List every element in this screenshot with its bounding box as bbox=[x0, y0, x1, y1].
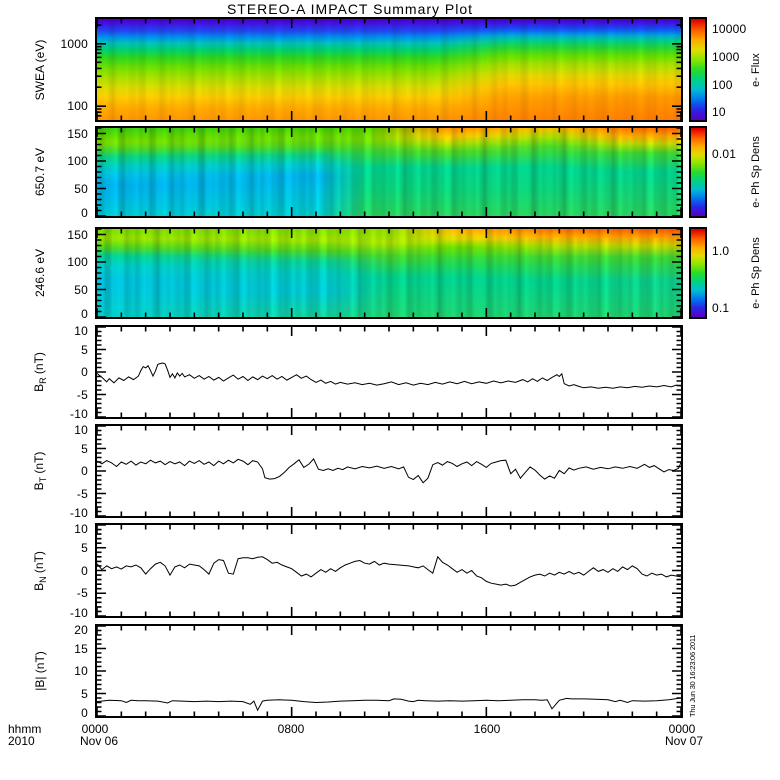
bt-y-tick-label: 5 bbox=[81, 441, 88, 456]
e650-y-tick-label: 150 bbox=[67, 126, 88, 141]
bn-y-tick-label: 10 bbox=[74, 522, 88, 536]
e650-heatmap-canvas bbox=[97, 128, 681, 216]
bt-data-line bbox=[97, 458, 681, 484]
br-y-tick-label: -5 bbox=[76, 387, 88, 402]
bt-y-axis-title: BT (nT) bbox=[31, 451, 49, 491]
br-y-tick-label: 10 bbox=[74, 324, 88, 338]
bmag-axes-ticks bbox=[97, 626, 681, 716]
swea-colorbar-tick-label: 100 bbox=[712, 77, 733, 92]
bn-y-axis-title: BN (nT) bbox=[31, 550, 49, 591]
plot-generation-timestamp: Thu Jun 30 16:23:06 2011 bbox=[688, 634, 697, 717]
bn-data-line bbox=[97, 555, 681, 587]
e246-y-axis-title: 246.6 eV bbox=[33, 248, 47, 298]
flux-colorbar bbox=[689, 17, 707, 122]
e246-y-tick-label: 150 bbox=[67, 227, 88, 242]
e650-y-tick-label: 100 bbox=[67, 154, 88, 168]
e246-heatmap-canvas bbox=[97, 229, 681, 317]
bt-y-tick-label: -10 bbox=[70, 506, 88, 520]
x-tick-0000-start: 0000 bbox=[81, 722, 109, 736]
x-tick-0000-end: 0000 bbox=[668, 722, 696, 736]
br-line-panel bbox=[95, 325, 683, 419]
e246-y-tick-label: 100 bbox=[67, 255, 88, 269]
bn-y-tick-label: -10 bbox=[70, 606, 88, 620]
swea-y-axis-title: SWEA (eV) bbox=[33, 39, 47, 100]
swea-colorbar-tick-label: 10 bbox=[712, 104, 726, 119]
bmag-data-line bbox=[97, 697, 681, 712]
x-axis-year-label: 2010 bbox=[8, 734, 35, 748]
swea-colorbar-tick-label: 1000 bbox=[712, 50, 740, 65]
e650-y-tick-label: 0 bbox=[81, 206, 88, 220]
e246-colorbar-gradient bbox=[691, 229, 705, 317]
e650-y-axis-title: 650.7 eV bbox=[33, 147, 47, 197]
bmag-line-panel bbox=[95, 624, 683, 718]
br-axes-ticks bbox=[97, 327, 681, 417]
swea-colorbar-tick-label: 10000 bbox=[712, 22, 747, 37]
e246-colorbar-title: e- Ph Sp Dens bbox=[750, 237, 762, 309]
650ev-spectrogram-panel bbox=[95, 126, 683, 218]
e650-colorbar-gradient bbox=[691, 128, 705, 216]
swea-axes-ticks bbox=[97, 19, 681, 120]
bn-axes-ticks bbox=[97, 525, 681, 616]
bt-y-tick-label: 10 bbox=[74, 423, 88, 437]
x-axis-format-label: hhmm bbox=[8, 722, 42, 736]
x-tick-date-nov07: Nov 07 bbox=[664, 734, 704, 748]
swea-y-tick-label: 100 bbox=[67, 99, 88, 114]
bn-y-tick-label: 5 bbox=[81, 540, 88, 555]
bmag-y-tick-label: 0 bbox=[81, 706, 88, 720]
e246-y-tick-label: 0 bbox=[81, 307, 88, 321]
swea-colorbar-gradient bbox=[691, 19, 705, 120]
bn-y-tick-label: 0 bbox=[81, 563, 88, 578]
swea-colorbar-title: e- Flux bbox=[750, 52, 762, 87]
br-y-tick-label: -10 bbox=[70, 407, 88, 421]
bmag-y-tick-label: 5 bbox=[81, 686, 88, 701]
plot-title: STEREO-A IMPACT Summary Plot bbox=[226, 1, 474, 17]
x-tick-date-nov06: Nov 06 bbox=[79, 734, 119, 748]
e246-colorbar-tick-label: 1.0 bbox=[712, 244, 730, 258]
e246-y-tick-label: 50 bbox=[74, 282, 88, 297]
e650-y-tick-label: 50 bbox=[74, 181, 88, 196]
bt-y-tick-label: -5 bbox=[76, 486, 88, 501]
246ev-spectrogram-panel bbox=[95, 227, 683, 319]
swea-y-tick-label: 1000 bbox=[60, 36, 88, 51]
x-tick-0800: 0800 bbox=[277, 722, 305, 736]
bt-y-tick-label: 0 bbox=[81, 464, 88, 478]
bn-y-tick-label: -5 bbox=[76, 586, 88, 601]
bmag-y-tick-label: 20 bbox=[74, 623, 88, 637]
br-y-tick-label: 5 bbox=[81, 342, 88, 357]
br-data-line bbox=[97, 362, 681, 389]
br-y-axis-title: BR (nT) bbox=[31, 352, 49, 392]
bt-axes-ticks bbox=[97, 426, 681, 516]
bmag-y-tick-label: 15 bbox=[74, 641, 88, 656]
e650-colorbar-tick-label: 0.01 bbox=[712, 147, 737, 162]
bt-line-panel bbox=[95, 424, 683, 518]
e650-colorbar-title: e- Ph Sp Dens bbox=[750, 136, 762, 208]
e246-colorbar-tick-label: 0.1 bbox=[712, 301, 730, 316]
x-tick-1600: 1600 bbox=[473, 722, 501, 736]
swea-heatmap-canvas bbox=[97, 19, 681, 120]
e650-axes-ticks bbox=[97, 128, 681, 216]
246ev-colorbar bbox=[689, 227, 707, 319]
e246-axes-ticks bbox=[97, 229, 681, 317]
bmag-y-axis-title: |B| (nT) bbox=[33, 651, 47, 691]
br-y-tick-label: 0 bbox=[81, 365, 88, 379]
650ev-colorbar bbox=[689, 126, 707, 218]
bmag-y-tick-label: 10 bbox=[74, 664, 88, 678]
swea-spectrogram-panel bbox=[95, 17, 683, 122]
bn-line-panel bbox=[95, 523, 683, 618]
